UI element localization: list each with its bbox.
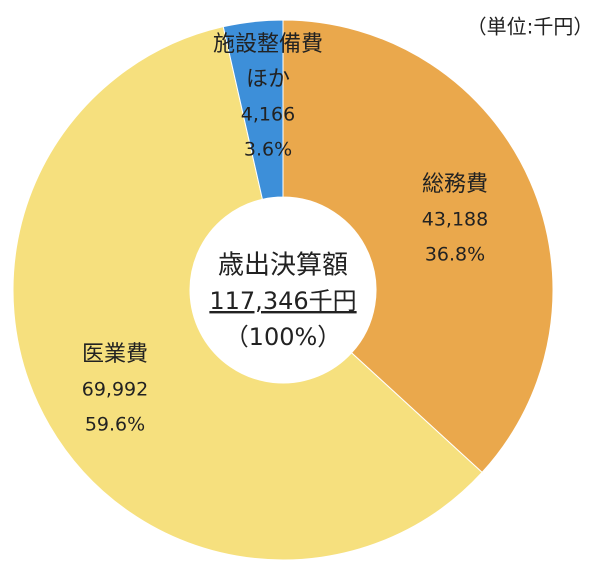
value-label: 4,166 (241, 104, 295, 126)
percent-label: 3.6% (244, 139, 292, 161)
category-label: ほか (246, 67, 290, 92)
donut-segment (282, 19, 554, 474)
donut-segment (222, 19, 284, 200)
category-label: 医業費 (82, 342, 148, 367)
category-label: 総務費 (422, 172, 488, 197)
center-label: 歳出決算額 (218, 251, 348, 281)
center-share: （100%） (225, 323, 342, 351)
donut-segment (12, 26, 483, 561)
percent-label: 59.6% (85, 414, 145, 436)
value-label: 69,992 (82, 379, 148, 401)
value-label: 43,188 (422, 209, 488, 231)
percent-label: 36.8% (425, 244, 485, 266)
center-total: 117,346千円 (209, 287, 356, 315)
category-label: 施設整備費 (213, 32, 323, 57)
unit-note: （単位:千円） (467, 15, 594, 39)
